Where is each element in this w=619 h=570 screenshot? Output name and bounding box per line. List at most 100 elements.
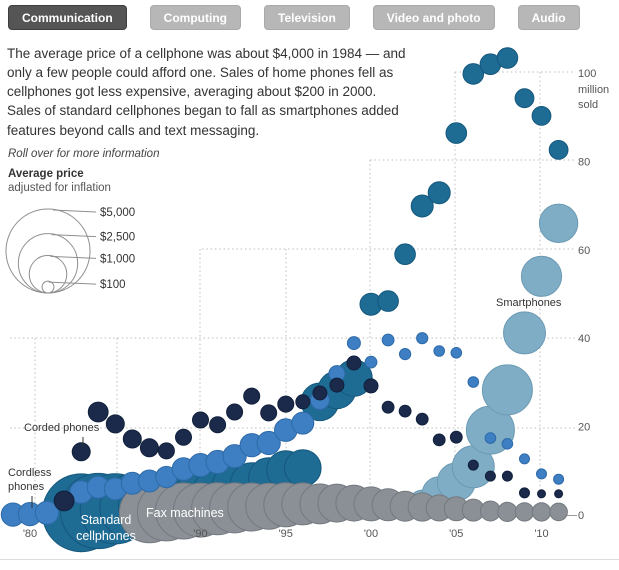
bubble-cordless-phones-1994[interactable] bbox=[256, 430, 281, 456]
bubble-standard-cellphones-2008[interactable] bbox=[496, 47, 519, 69]
tab-audio[interactable]: Audio bbox=[517, 5, 580, 30]
bubble-cordless-phones-2003[interactable] bbox=[416, 332, 429, 345]
tab-communication[interactable]: Communication bbox=[8, 5, 127, 30]
bubble-corded-phones-2001[interactable] bbox=[381, 400, 395, 414]
bubble-cordless-phones-2009[interactable] bbox=[519, 453, 530, 465]
legend-ring-label: $2,500 bbox=[100, 232, 135, 244]
price-legend: $5,000 $2,500 $1,000 $100 bbox=[5, 207, 135, 294]
x-tick-2010: '10 bbox=[534, 528, 548, 540]
bubble-standard-cellphones-2005[interactable] bbox=[445, 122, 468, 144]
bubble-smartphones-2010[interactable] bbox=[520, 255, 563, 297]
x-tick-1980: '80 bbox=[23, 528, 37, 540]
bubble-corded-phones-1989[interactable] bbox=[175, 428, 192, 446]
bubble-cordless-phones-1992[interactable] bbox=[222, 444, 247, 469]
bubble-standard-cellphones-2010[interactable] bbox=[531, 106, 552, 126]
label-fax-machines: Fax machines bbox=[146, 506, 224, 520]
bubble-cordless-phones-2005[interactable] bbox=[450, 347, 463, 359]
bubble-cordless-phones-2001[interactable] bbox=[381, 333, 395, 347]
bubble-fax-machines-2009[interactable] bbox=[514, 502, 535, 522]
x-tick-1995: '95 bbox=[279, 528, 293, 540]
bubble-fax-machines-2010[interactable] bbox=[531, 502, 552, 522]
legend-ring-label: $1,000 bbox=[100, 253, 135, 265]
bubble-cordless-phones-2010[interactable] bbox=[536, 468, 547, 480]
bubble-corded-phones-1992[interactable] bbox=[226, 403, 244, 421]
bubble-cordless-phones-1999[interactable] bbox=[346, 336, 361, 351]
bubble-cordless-phones-1981[interactable] bbox=[34, 500, 60, 525]
bubble-cordless-phones-2000[interactable] bbox=[364, 355, 378, 369]
bottom-divider bbox=[0, 559, 619, 560]
bubble-corded-phones-2000[interactable] bbox=[363, 378, 379, 394]
bubble-corded-phones-1988[interactable] bbox=[157, 442, 175, 460]
bubble-corded-phones-2003[interactable] bbox=[415, 412, 429, 426]
bubble-standard-cellphones-2011[interactable] bbox=[548, 140, 569, 160]
bubble-corded-phones-2005[interactable] bbox=[449, 430, 463, 444]
bubble-cordless-phones-1996[interactable] bbox=[291, 411, 315, 435]
bubble-corded-phones-2004[interactable] bbox=[432, 433, 446, 447]
bubble-corded-phones-2006[interactable] bbox=[467, 459, 479, 471]
legend-ring-1-000 bbox=[28, 254, 68, 294]
rollover-note: Roll over for more information bbox=[8, 148, 160, 160]
y-axis-unit: sold bbox=[578, 99, 598, 111]
bubble-standard-cellphones-1996[interactable] bbox=[284, 449, 322, 487]
bubble-smartphones-2009[interactable] bbox=[503, 311, 546, 355]
bubble-smartphones-2011[interactable] bbox=[538, 203, 579, 244]
x-tick-2000: '00 bbox=[364, 528, 378, 540]
y-tick-100: 100 bbox=[578, 68, 596, 80]
bubble-corded-phones-2010[interactable] bbox=[537, 489, 546, 499]
y-tick-40: 40 bbox=[578, 333, 590, 345]
bubble-corded-phones-1990[interactable] bbox=[192, 411, 209, 429]
legend-ring-5-000 bbox=[5, 208, 91, 294]
bubble-corded-phones-1984[interactable] bbox=[87, 401, 109, 423]
y-axis-labels: 100 million sold 80 60 40 20 0 bbox=[578, 68, 609, 522]
bubble-corded-phones-1998[interactable] bbox=[329, 377, 345, 393]
bubble-cordless-phones-2004[interactable] bbox=[433, 345, 446, 357]
bubble-smartphones-2008[interactable] bbox=[481, 364, 533, 416]
bubble-standard-cellphones-2009[interactable] bbox=[514, 88, 535, 109]
bubble-corded-phones-1986[interactable] bbox=[122, 429, 142, 449]
tab-television[interactable]: Television bbox=[264, 5, 350, 30]
bubble-corded-phones-1982[interactable] bbox=[53, 490, 75, 512]
label-standard-cellphones: Standard cellphones bbox=[76, 513, 136, 544]
bubble-corded-phones-1994[interactable] bbox=[260, 404, 278, 422]
bubble-fax-machines-2008[interactable] bbox=[497, 501, 518, 522]
bubble-corded-phones-1993[interactable] bbox=[243, 387, 261, 405]
bubble-standard-cellphones-2004[interactable] bbox=[427, 181, 451, 205]
series-smartphones bbox=[393, 203, 579, 520]
intro-text: The average price of a cellphone was abo… bbox=[7, 46, 406, 138]
bubble-corded-phones-2008[interactable] bbox=[501, 470, 513, 482]
bubble-corded-phones-1997[interactable] bbox=[312, 385, 328, 401]
bubble-corded-phones-2007[interactable] bbox=[484, 470, 496, 482]
bubble-cordless-phones-2002[interactable] bbox=[399, 348, 412, 361]
bubble-cordless-phones-2007[interactable] bbox=[484, 432, 497, 444]
tab-computing[interactable]: Computing bbox=[149, 5, 241, 30]
legend-leader-line bbox=[50, 255, 97, 259]
bubble-cordless-phones-2006[interactable] bbox=[467, 376, 480, 388]
bubble-corded-phones-1991[interactable] bbox=[209, 416, 227, 434]
y-axis-unit: million bbox=[578, 84, 609, 96]
bubble-standard-cellphones-2001[interactable] bbox=[377, 290, 399, 312]
y-tick-20: 20 bbox=[578, 422, 590, 434]
bubble-corded-phones-1985[interactable] bbox=[105, 414, 125, 434]
series-fax-machines bbox=[118, 482, 568, 544]
bubble-corded-phones-1983[interactable] bbox=[71, 442, 91, 462]
legend-leader-line bbox=[53, 209, 97, 213]
y-tick-60: 60 bbox=[578, 245, 590, 257]
bubble-corded-phones-1987[interactable] bbox=[139, 438, 159, 458]
bubble-cordless-phones-2008[interactable] bbox=[501, 438, 514, 450]
bubble-corded-phones-1999[interactable] bbox=[346, 355, 362, 371]
bubble-standard-cellphones-2002[interactable] bbox=[394, 243, 416, 265]
bubble-cordless-phones-2011[interactable] bbox=[553, 473, 565, 485]
tab-video-and-photo[interactable]: Video and photo bbox=[372, 5, 495, 30]
bubble-fax-machines-2011[interactable] bbox=[549, 502, 568, 522]
label-smartphones: Smartphones bbox=[496, 297, 562, 309]
bubble-corded-phones-1995[interactable] bbox=[277, 395, 295, 413]
bubble-corded-phones-2002[interactable] bbox=[398, 404, 412, 418]
bubble-standard-cellphones-2003[interactable] bbox=[410, 194, 434, 218]
bubble-corded-phones-1996[interactable] bbox=[295, 394, 311, 410]
bubble-corded-phones-2009[interactable] bbox=[519, 487, 530, 499]
bubble-corded-phones-2011[interactable] bbox=[554, 489, 564, 499]
label-cordless-phones: Cordless phones bbox=[8, 467, 52, 494]
bubble-standard-cellphones-2006[interactable] bbox=[462, 63, 485, 85]
